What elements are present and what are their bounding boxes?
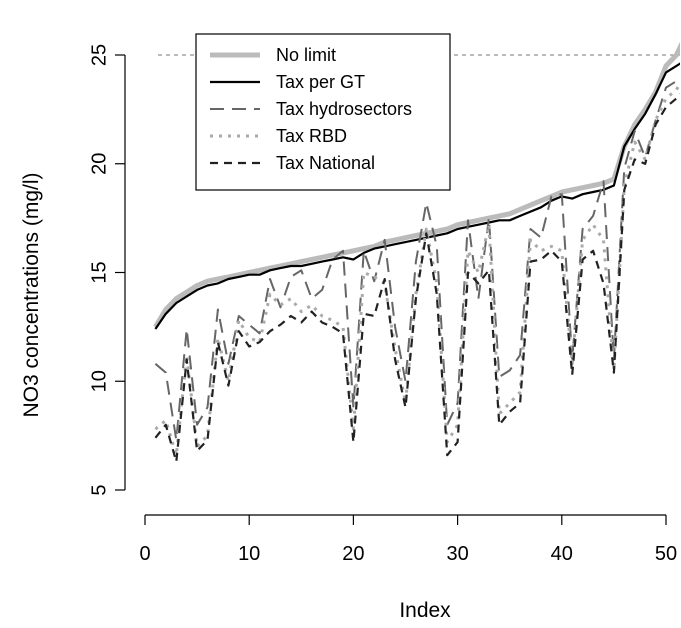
legend: No limit Tax per GT Tax hydrosectors Tax RB… — [195, 33, 451, 191]
x-tick-label: 50 — [655, 543, 677, 565]
x-axis-title: Index — [399, 599, 451, 622]
x-tick-label: 20 — [342, 543, 364, 565]
series-layer — [153, 41, 680, 463]
legend-label: Tax National — [276, 153, 375, 173]
legend-label: Tax hydrosectors — [276, 99, 412, 119]
legend-label: No limit — [276, 45, 336, 65]
x-tick-label: 40 — [551, 543, 573, 565]
series-line-2 — [154, 78, 680, 441]
legend-items: No limit Tax per GT Tax hydrosectors Tax RB… — [210, 45, 412, 173]
x-tick-label: 30 — [446, 543, 468, 565]
y-tick-label: 20 — [88, 153, 110, 175]
y-tick-label: 25 — [88, 44, 110, 66]
y-tick-label: 5 — [88, 484, 110, 495]
legend-label: Tax per GT — [276, 72, 365, 92]
axis-layer: 0 10 20 30 40 50 5 10 15 20 25 — [88, 44, 677, 565]
series-line-4 — [154, 93, 680, 463]
x-tick-label: 0 — [139, 543, 150, 565]
y-tick-label: 15 — [88, 261, 110, 283]
x-tick-label: 10 — [238, 543, 260, 565]
y-axis-title: NO3 concentrations (mg/l) — [20, 172, 43, 417]
series-line-1 — [154, 62, 680, 330]
legend-label: Tax RBD — [276, 126, 347, 146]
y-tick-label: 10 — [88, 370, 110, 392]
